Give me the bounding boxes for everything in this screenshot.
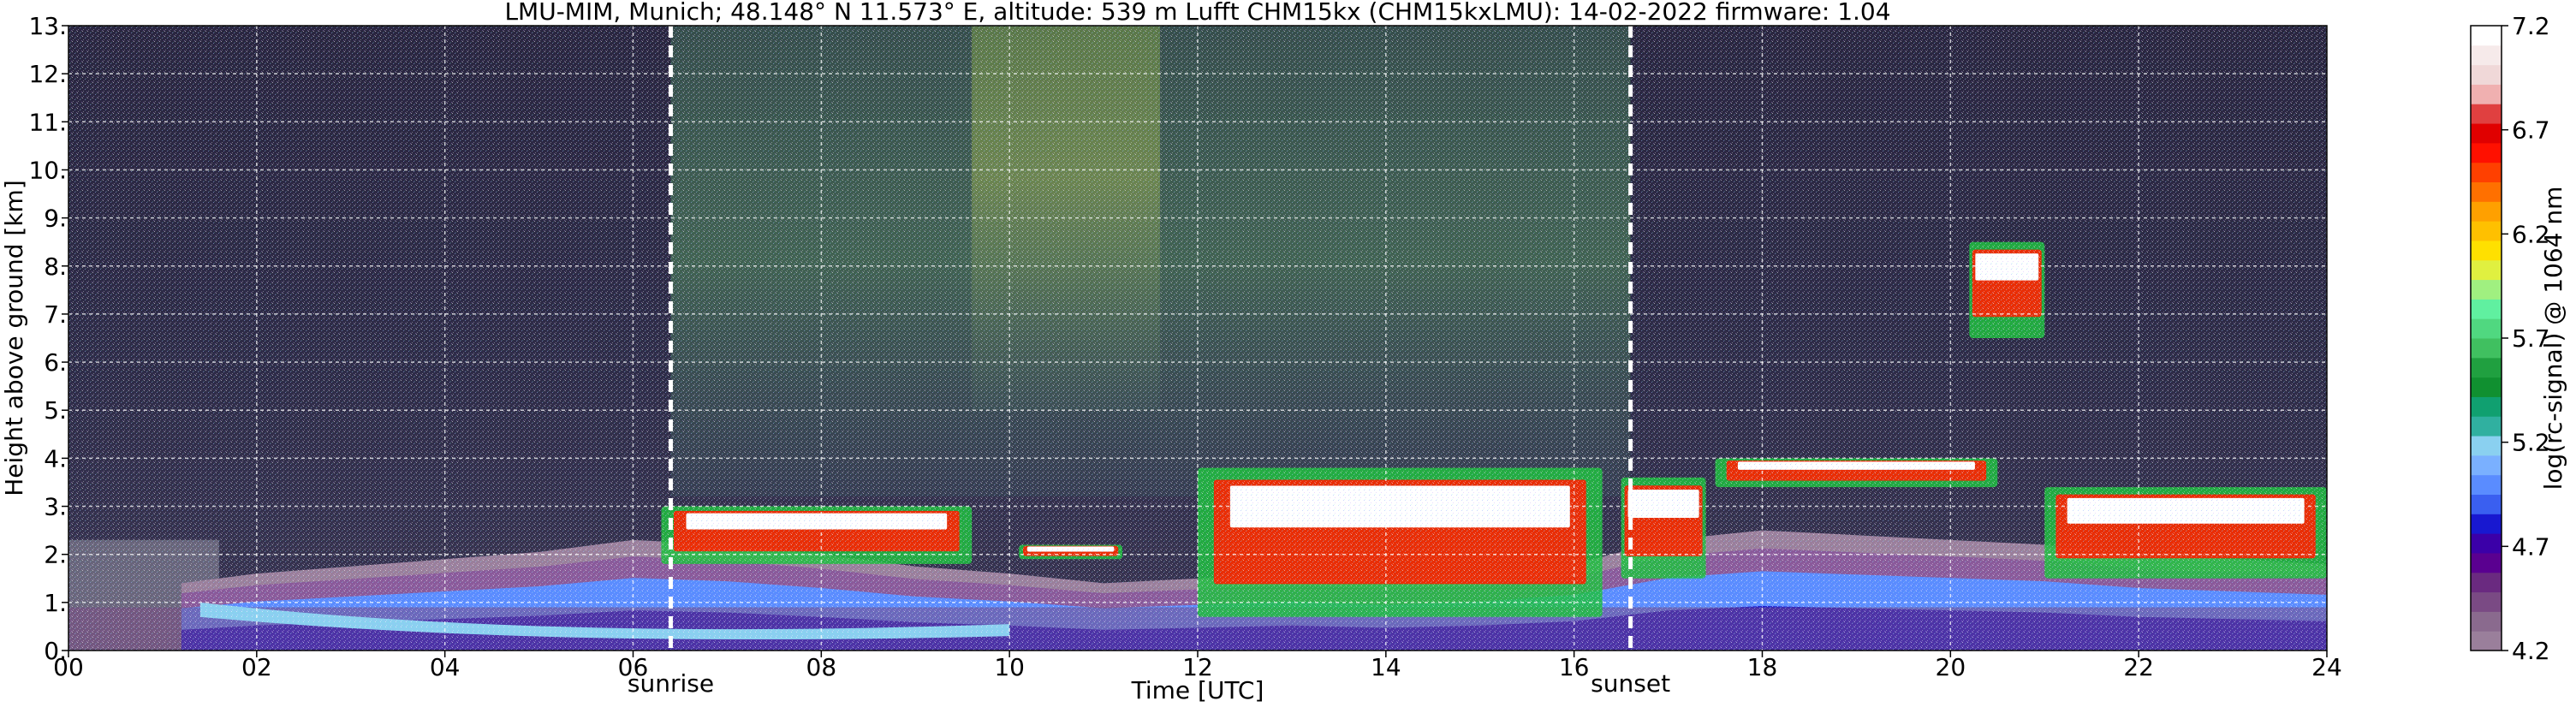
- x-axis-label: Time [UTC]: [1131, 676, 1264, 704]
- colorbar-swatch: [2471, 142, 2502, 163]
- colorbar-swatch: [2471, 26, 2502, 46]
- y-tick-label: 2.: [44, 541, 67, 569]
- colorbar-label: log(rc-signal) @ 1064 nm: [2539, 187, 2567, 490]
- y-tick-label: 0.: [44, 637, 67, 665]
- x-tick-label: 16: [1559, 653, 1590, 681]
- y-tick-label: 4.: [44, 444, 67, 472]
- colorbar-swatch: [2471, 454, 2502, 476]
- colorbar-swatch: [2471, 436, 2502, 456]
- colorbar-swatch: [2471, 591, 2502, 612]
- y-tick-label: 6.: [44, 348, 67, 377]
- x-tick-label: 10: [994, 653, 1025, 681]
- y-tick-label: 11.: [28, 108, 67, 136]
- x-tick-label: 06: [618, 653, 649, 681]
- colorbar-tick-label: 4.2: [2512, 637, 2550, 665]
- plot-area: [68, 25, 2328, 651]
- colorbar-swatch: [2471, 357, 2502, 378]
- y-tick-label: 5.: [44, 396, 67, 425]
- colorbar-tick-label: 5.2: [2512, 429, 2550, 457]
- sunrise-label: sunrise: [628, 669, 714, 698]
- colorbar-swatch: [2471, 123, 2502, 144]
- y-axis-label: Height above ground [km]: [0, 180, 28, 496]
- y-tick-label: 10.: [28, 156, 67, 184]
- y-tick-label: 3.: [44, 493, 67, 521]
- chart-title: LMU-MIM, Munich; 48.148° N 11.573° E, al…: [504, 0, 1890, 26]
- x-tick-label: 20: [1936, 653, 1966, 681]
- colorbar-swatch: [2471, 572, 2502, 593]
- colorbar-tick-label: 7.2: [2512, 12, 2550, 40]
- colorbar-swatch: [2471, 84, 2502, 104]
- colorbar-swatch: [2471, 64, 2502, 85]
- colorbar-swatch: [2471, 533, 2502, 554]
- x-tick-label: 04: [430, 653, 461, 681]
- colorbar-swatch: [2471, 338, 2502, 359]
- y-tick-label: 8.: [44, 253, 67, 281]
- colorbar-swatch: [2471, 240, 2502, 261]
- x-tick-label: 24: [2311, 653, 2342, 681]
- x-tick-label: 02: [241, 653, 272, 681]
- x-tick-label: 00: [53, 653, 84, 681]
- colorbar-swatch: [2471, 181, 2502, 202]
- y-tick-label: 12.: [28, 60, 67, 88]
- noise-overlay: [68, 26, 2327, 651]
- colorbar-swatch: [2471, 259, 2502, 281]
- colorbar-swatch: [2471, 494, 2502, 514]
- colorbar-swatch: [2471, 221, 2502, 241]
- colorbar-tick-label: 6.7: [2512, 116, 2550, 145]
- colorbar-swatch: [2471, 552, 2502, 573]
- x-tick-label: 22: [2123, 653, 2154, 681]
- y-tick-label: 1.: [44, 589, 67, 617]
- x-tick-label: 14: [1371, 653, 1401, 681]
- x-tick-label: 18: [1747, 653, 1778, 681]
- colorbar-swatch: [2471, 318, 2502, 339]
- colorbar-swatch: [2471, 474, 2502, 495]
- colorbar-swatch: [2471, 396, 2502, 417]
- colorbar-swatch: [2471, 416, 2502, 437]
- colorbar-swatch: [2471, 299, 2502, 319]
- x-tick-label: 12: [1182, 653, 1213, 681]
- colorbar-swatch: [2471, 45, 2502, 66]
- colorbar-swatch: [2471, 631, 2502, 651]
- colorbar-tick-label: 4.7: [2512, 532, 2550, 561]
- colorbar-swatch: [2471, 279, 2502, 300]
- colorbar-swatch: [2471, 162, 2502, 182]
- axes: sunrise sunset 00 02 04 06 08 10 12 14 16 18 20 22 24 0…: [28, 12, 2341, 698]
- colorbar-swatch: [2471, 377, 2502, 397]
- sunset-label: sunset: [1591, 669, 1670, 698]
- colorbar: 4.2 4.7 5.2 5.7 6.2 6.7 7.2: [2470, 12, 2550, 665]
- colorbar-tick-label: 6.2: [2512, 220, 2550, 248]
- x-tick-label: 08: [806, 653, 837, 681]
- y-tick-label: 9.: [44, 205, 67, 233]
- colorbar-swatch: [2471, 514, 2502, 534]
- colorbar-swatch: [2471, 201, 2502, 222]
- colorbar-tick-label: 5.7: [2512, 324, 2550, 353]
- colorbar-swatch: [2471, 104, 2502, 124]
- y-tick-label: 13.: [28, 12, 67, 40]
- colorbar-swatch: [2471, 611, 2502, 632]
- y-tick-label: 7.: [44, 300, 67, 329]
- annotations: [668, 26, 1633, 651]
